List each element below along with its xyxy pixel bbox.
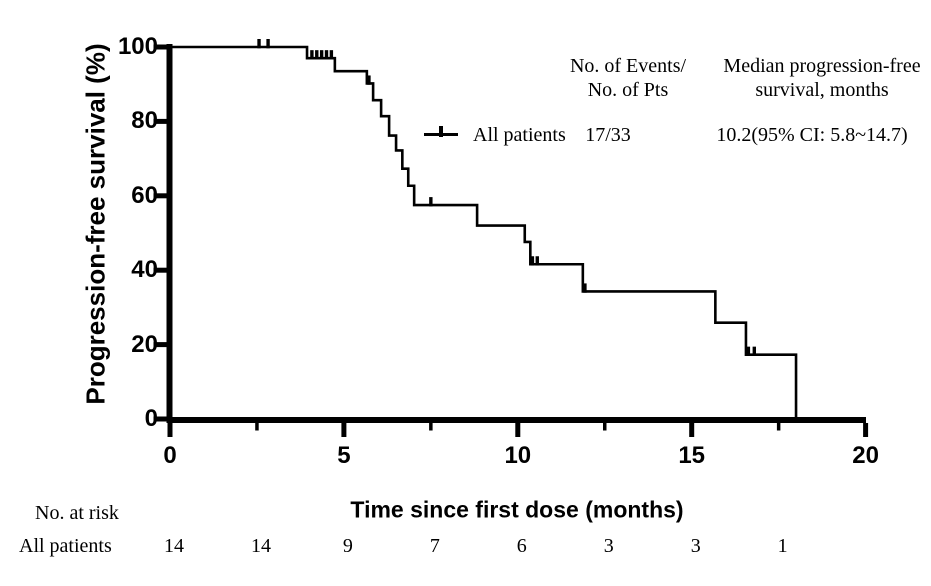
- legend-censor-tick: [439, 126, 443, 137]
- legend-events-value: 17/33: [585, 124, 631, 146]
- legend-header-median: Median progression-free survival, months: [723, 54, 920, 102]
- risk-count: 3: [603, 535, 614, 557]
- legend-header-events-line2: No. of Pts: [587, 79, 669, 101]
- y-axis-title: Progression-free survival (%): [80, 43, 111, 405]
- y-tick-label: 100: [117, 33, 158, 60]
- y-tick-label: 40: [131, 256, 158, 284]
- legend-median-value: 10.2(95% CI: 5.8~14.7): [716, 124, 908, 146]
- legend-header-events: No. of Events/ No. of Pts: [570, 54, 686, 102]
- x-axis-title: Time since first dose (months): [350, 496, 684, 523]
- x-tick-label: 5: [337, 442, 351, 469]
- risk-count: 9: [342, 535, 353, 557]
- risk-count: 1: [777, 535, 788, 557]
- y-tick-label: 60: [131, 181, 158, 209]
- x-tick-label: 0: [163, 442, 177, 469]
- legend-header-events-line1: No. of Events/: [569, 55, 687, 77]
- legend-header-median-line1: Median progression-free: [723, 55, 921, 77]
- risk-count: 14: [164, 535, 184, 557]
- x-tick-label: 10: [504, 442, 532, 469]
- y-tick-label: 80: [131, 107, 158, 135]
- risk-count: 3: [690, 535, 701, 557]
- censor-tick-icon: [424, 126, 458, 139]
- risk-table-row-label: All patients: [19, 535, 112, 557]
- risk-count: 7: [429, 535, 440, 557]
- legend-header-median-line2: survival, months: [755, 79, 889, 101]
- risk-count: 6: [516, 535, 527, 557]
- y-tick-label: 20: [131, 330, 158, 358]
- y-tick-label: 0: [144, 405, 158, 432]
- x-tick-label: 15: [678, 442, 706, 469]
- x-tick-label: 20: [852, 442, 879, 469]
- risk-count: 14: [250, 535, 271, 557]
- risk-table-title: No. at risk: [35, 502, 119, 524]
- survival-curve-all-patients: [170, 45, 798, 419]
- legend-series-label: All patients: [473, 124, 566, 146]
